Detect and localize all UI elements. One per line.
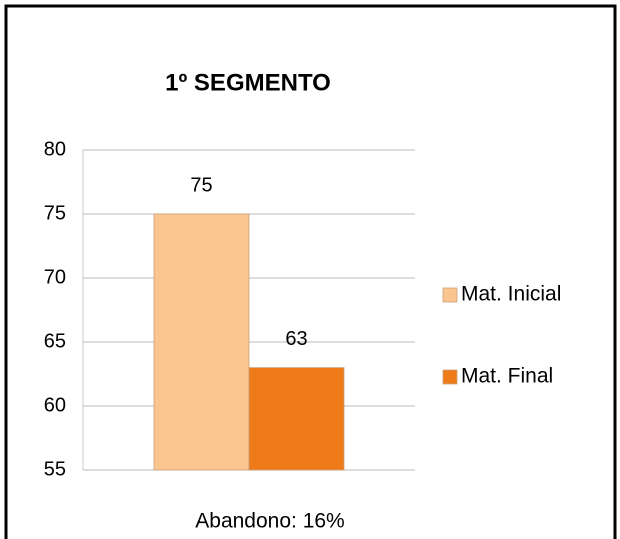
legend-swatch <box>442 287 458 303</box>
annotation: Abandono: 16% <box>195 510 344 533</box>
data-label: 75 <box>190 174 212 196</box>
data-label: 63 <box>285 328 307 350</box>
bar <box>248 367 345 471</box>
bar <box>153 213 250 471</box>
y-tick-label: 70 <box>44 266 66 288</box>
legend-label: Mat. Inicial <box>461 283 561 306</box>
y-tick-label: 80 <box>44 138 66 160</box>
chart-title: 1º SEGMENTO <box>165 69 331 96</box>
y-tick-label: 65 <box>44 330 66 352</box>
legend-label: Mat. Final <box>461 365 553 388</box>
y-tick-label: 55 <box>44 458 66 480</box>
y-tick-label: 75 <box>44 202 66 224</box>
legend-swatch <box>442 369 458 385</box>
y-tick-label: 60 <box>44 394 66 416</box>
